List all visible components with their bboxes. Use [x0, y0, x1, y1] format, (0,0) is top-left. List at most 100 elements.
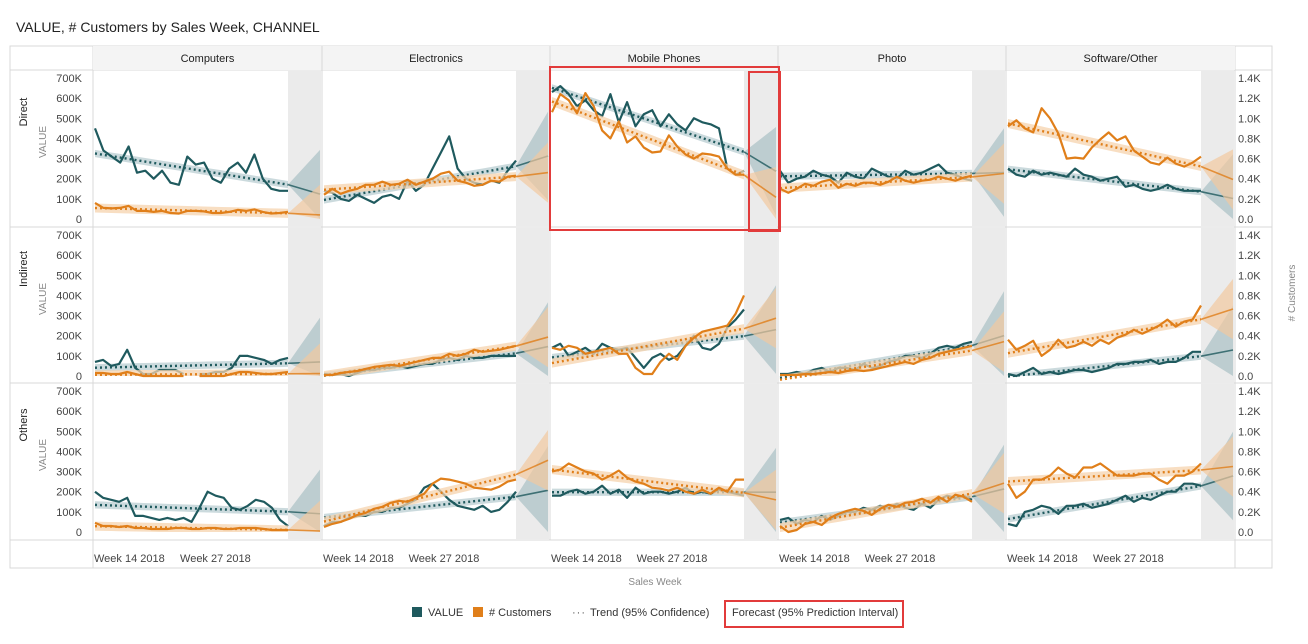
- legend-item-trend[interactable]: ··· Trend (95% Confidence): [572, 607, 709, 619]
- customers-forecast-line: [515, 171, 549, 178]
- y-right-tick: 1.2K: [1238, 93, 1261, 105]
- customers-trend-line: [323, 175, 517, 191]
- value-trend-line: [551, 86, 745, 154]
- panel-indirect-electronics: [323, 228, 549, 383]
- customers-forecast-cone: [288, 184, 320, 219]
- customers-trend-band: [552, 96, 744, 180]
- legend: VALUE # Customers ··· Trend (95% Confiden…: [0, 599, 1308, 629]
- y-right-tick: 0.6K: [1238, 154, 1261, 166]
- panel-direct-computers: [93, 71, 321, 226]
- legend-item-forecast[interactable]: Forecast (95% Prediction Interval): [732, 607, 898, 619]
- x-tick: Week 27 2018: [865, 553, 936, 565]
- y-right-tick: 1.4K: [1238, 230, 1261, 242]
- y-left-tick: 200K: [56, 487, 82, 499]
- value-trend-band: [1008, 482, 1201, 523]
- customers-trend-line: [323, 344, 517, 377]
- column-header-photo: Photo: [878, 53, 907, 65]
- y-left-tick: 0: [76, 214, 82, 226]
- y-right-tick: 1.0K: [1238, 426, 1261, 438]
- customers-forecast-line: [287, 529, 321, 532]
- customers-forecast-cone: [744, 287, 776, 349]
- value-forecast-line: [515, 489, 549, 498]
- x-tick: Week 14 2018: [551, 553, 622, 565]
- x-axis-title: Sales Week: [628, 577, 682, 588]
- row-header-direct: Direct: [18, 98, 30, 127]
- customers-forecast-line: [515, 336, 549, 347]
- customers-trend-line: [779, 349, 973, 381]
- customers-forecast-line: [971, 482, 1005, 495]
- column-header-mobile-phones: Mobile Phones: [628, 53, 701, 65]
- y-left-tick: 300K: [56, 467, 82, 479]
- y-left-tick: 100K: [56, 507, 82, 519]
- customers-forecast-line: [971, 340, 1005, 352]
- customers-line: [323, 477, 517, 529]
- customers-forecast-cone: [516, 142, 548, 203]
- value-line: [779, 163, 973, 184]
- customers-line: [1007, 304, 1202, 357]
- y-left-tick: 500K: [56, 270, 82, 282]
- value-trend-line: [94, 503, 289, 513]
- y-left-tick: 200K: [56, 331, 82, 343]
- panel-others-computers: [94, 384, 321, 539]
- row-header-indirect: Indirect: [18, 251, 30, 287]
- x-tick: Week 27 2018: [637, 553, 708, 565]
- customers-forecast-cone: [972, 143, 1004, 204]
- value-trend-line: [323, 495, 517, 519]
- customers-trend-band: [780, 488, 972, 532]
- y-left-tick: 200K: [56, 174, 82, 186]
- customers-line: [1007, 107, 1202, 168]
- legend-customers-label: # Customers: [489, 607, 552, 619]
- customers-line: [95, 370, 289, 378]
- legend-forecast-label: Forecast (95% Prediction Interval): [732, 607, 899, 619]
- customers-forecast-cone: [1201, 149, 1233, 210]
- y-right-tick: 0.4K: [1238, 174, 1261, 186]
- y-right-tick: 0.0: [1238, 371, 1253, 383]
- y-right-tick: 1.2K: [1238, 406, 1261, 418]
- forecast-highlight-box: [748, 71, 781, 232]
- customers-trend-band: [1008, 118, 1201, 171]
- y-right-tick: 0.8K: [1238, 133, 1261, 145]
- customers-trend-band: [1008, 314, 1201, 358]
- x-tick: Week 14 2018: [1007, 553, 1078, 565]
- y-right-tick: 0.0: [1238, 527, 1253, 539]
- y-left-tick: 0: [76, 527, 82, 539]
- customers-forecast-line: [743, 492, 777, 501]
- value-line: [1007, 350, 1201, 378]
- y-right-tick: 0.4K: [1238, 487, 1261, 499]
- panel-indirect-mobile-phones: [551, 228, 777, 383]
- customers-forecast-cone: [972, 311, 1004, 372]
- panel-indirect-photo: [779, 228, 1005, 383]
- y-left-tick: 500K: [56, 113, 82, 125]
- y-left-tick: 100K: [56, 194, 82, 206]
- y-right-tick: 1.4K: [1238, 73, 1261, 85]
- customers-trend-line: [94, 206, 289, 215]
- customers-line: [1007, 462, 1202, 499]
- x-tick: Week 27 2018: [1093, 553, 1164, 565]
- customers-forecast-cone: [744, 469, 776, 531]
- panel-others-software-other: [1007, 384, 1234, 539]
- legend-item-customers[interactable]: # Customers: [473, 607, 551, 619]
- value-trend-band: [95, 149, 288, 189]
- x-tick: Week 27 2018: [409, 553, 480, 565]
- column-header-electronics: Electronics: [409, 53, 463, 65]
- y-left-tick: 600K: [56, 250, 82, 262]
- y-right-tick: 0.6K: [1238, 311, 1261, 323]
- panel-direct-mobile-phones: [551, 71, 777, 226]
- customers-forecast-cone: [1201, 278, 1233, 340]
- customers-forecast-cone: [972, 452, 1004, 514]
- value-swatch-icon: [412, 607, 422, 617]
- legend-item-value[interactable]: VALUE: [412, 607, 463, 619]
- customers-line: [779, 493, 973, 534]
- value-trend-line: [779, 172, 973, 178]
- y-right-tick: 1.0K: [1238, 270, 1261, 282]
- y-right-tick: 0.8K: [1238, 290, 1261, 302]
- customers-line: [780, 344, 973, 377]
- y-right-tick: 0.6K: [1238, 467, 1261, 479]
- y-left-tick: 0: [76, 371, 82, 383]
- customers-trend-line: [94, 524, 289, 532]
- y-axis-right-title: # Customers: [1287, 265, 1298, 322]
- x-tick: Week 14 2018: [779, 553, 850, 565]
- x-tick: Week 14 2018: [323, 553, 394, 565]
- y-left-tick: 100K: [56, 351, 82, 363]
- customers-trend-line: [551, 100, 745, 177]
